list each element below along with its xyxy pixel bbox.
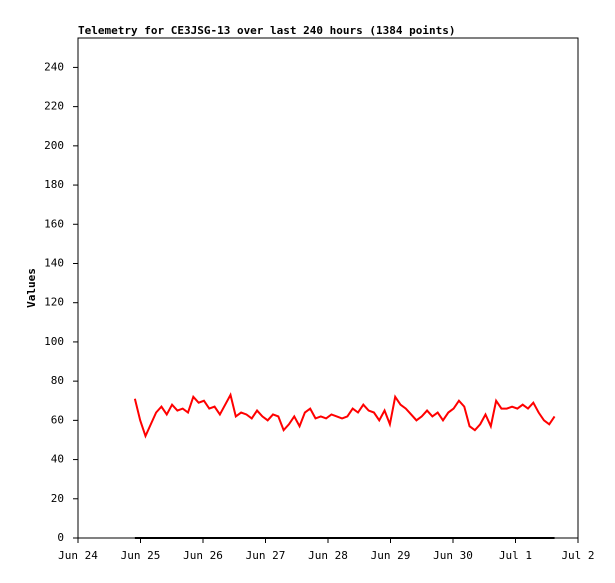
x-tick-label: Jun 28 bbox=[308, 549, 348, 562]
y-tick-label: 160 bbox=[44, 217, 64, 230]
plot-frame bbox=[77, 37, 579, 539]
y-tick-label: 140 bbox=[44, 256, 64, 269]
y-tick-label: 100 bbox=[44, 335, 64, 348]
y-tick-label: 180 bbox=[44, 178, 64, 191]
y-tick-label: 40 bbox=[51, 453, 64, 466]
y-tick-label: 60 bbox=[51, 413, 64, 426]
x-tick-label: Jun 29 bbox=[371, 549, 411, 562]
y-tick-label: 80 bbox=[51, 374, 64, 387]
y-tick-label: 240 bbox=[44, 60, 64, 73]
y-tick-label: 200 bbox=[44, 139, 64, 152]
y-tick-label: 20 bbox=[51, 492, 64, 505]
x-tick-label: Jun 30 bbox=[433, 549, 473, 562]
x-tick-label: Jun 26 bbox=[183, 549, 223, 562]
chart-title: Telemetry for CE3JSG-13 over last 240 ho… bbox=[78, 24, 456, 37]
x-tick-label: Jun 27 bbox=[246, 549, 286, 562]
y-tick-label: 0 bbox=[57, 531, 64, 544]
y-tick-label: 120 bbox=[44, 296, 64, 309]
data-line bbox=[133, 392, 556, 439]
x-tick-label: Jul 1 bbox=[499, 549, 532, 562]
x-tick-label: Jun 25 bbox=[121, 549, 161, 562]
x-tick-label: Jun 24 bbox=[58, 549, 98, 562]
y-tick-label: 220 bbox=[44, 100, 64, 113]
y-axis-label: Values bbox=[25, 268, 38, 308]
x-tick-label: Jul 2 bbox=[561, 549, 594, 562]
